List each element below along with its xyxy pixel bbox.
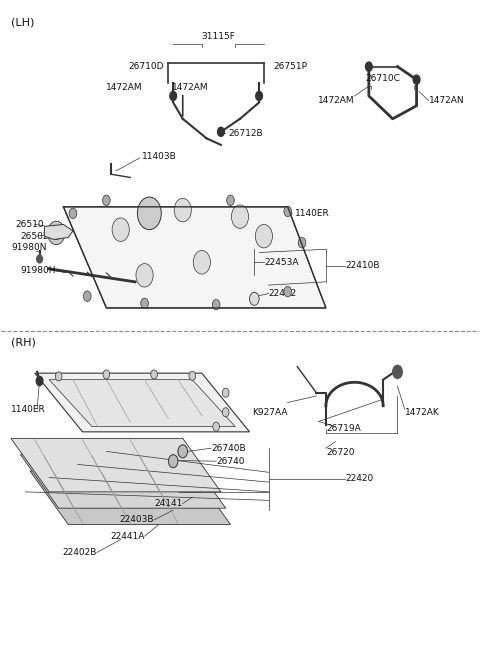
Circle shape <box>193 251 210 274</box>
Text: K927AA: K927AA <box>252 408 288 417</box>
Circle shape <box>284 286 291 297</box>
Text: 22441A: 22441A <box>110 532 144 541</box>
Circle shape <box>178 445 188 458</box>
Circle shape <box>112 218 129 242</box>
Text: 26720: 26720 <box>326 448 354 457</box>
Text: 26710D: 26710D <box>128 62 164 71</box>
Circle shape <box>217 127 224 136</box>
Circle shape <box>55 372 62 381</box>
Circle shape <box>84 291 91 301</box>
Text: 26719A: 26719A <box>326 424 360 433</box>
Polygon shape <box>30 471 230 525</box>
Polygon shape <box>44 225 73 240</box>
Text: 22410B: 22410B <box>345 261 380 270</box>
Circle shape <box>222 407 229 417</box>
Text: 26710C: 26710C <box>366 74 401 83</box>
Circle shape <box>151 370 157 379</box>
Text: 26510: 26510 <box>16 220 44 229</box>
Text: 22402: 22402 <box>269 289 297 298</box>
Text: 31115F: 31115F <box>202 31 236 41</box>
Polygon shape <box>63 207 326 308</box>
Text: 24141: 24141 <box>155 499 183 508</box>
Circle shape <box>174 198 192 222</box>
Polygon shape <box>21 455 226 508</box>
Circle shape <box>137 197 161 230</box>
Circle shape <box>213 422 219 431</box>
Circle shape <box>103 370 110 379</box>
Text: 1472AM: 1472AM <box>318 96 355 105</box>
Circle shape <box>255 225 273 248</box>
Circle shape <box>256 92 263 100</box>
Text: 26740: 26740 <box>216 457 245 466</box>
Text: 91980N: 91980N <box>11 244 47 252</box>
Circle shape <box>365 62 372 71</box>
Polygon shape <box>11 438 221 492</box>
Polygon shape <box>49 380 235 426</box>
Circle shape <box>284 206 291 217</box>
Text: 22453A: 22453A <box>264 258 299 267</box>
Text: 22403B: 22403B <box>120 515 154 525</box>
Text: 26712B: 26712B <box>228 128 263 138</box>
Circle shape <box>222 388 229 398</box>
Circle shape <box>141 298 148 309</box>
Text: 22402B: 22402B <box>62 548 97 557</box>
Circle shape <box>168 455 178 468</box>
Text: 1472AN: 1472AN <box>429 96 464 105</box>
Text: 22420: 22420 <box>345 474 373 483</box>
Circle shape <box>36 377 43 386</box>
Text: 1140ER: 1140ER <box>295 209 330 218</box>
Circle shape <box>413 75 420 84</box>
Text: 26751P: 26751P <box>274 62 307 71</box>
Circle shape <box>250 292 259 305</box>
Circle shape <box>231 205 249 229</box>
Text: (LH): (LH) <box>11 18 34 28</box>
Text: 1140ER: 1140ER <box>11 405 46 413</box>
Circle shape <box>298 238 306 248</box>
Text: 1472AM: 1472AM <box>172 83 209 92</box>
Circle shape <box>69 208 77 219</box>
Circle shape <box>189 371 196 381</box>
Circle shape <box>36 255 42 263</box>
Circle shape <box>170 92 177 100</box>
Circle shape <box>103 195 110 206</box>
Text: 1472AM: 1472AM <box>106 83 142 92</box>
Circle shape <box>393 365 402 379</box>
Polygon shape <box>35 373 250 432</box>
Text: 1472AK: 1472AK <box>405 408 439 417</box>
Circle shape <box>227 195 234 206</box>
Text: 26502: 26502 <box>21 232 49 240</box>
Text: 26740B: 26740B <box>211 443 246 453</box>
Circle shape <box>136 263 153 287</box>
Text: 11403B: 11403B <box>142 152 177 161</box>
Circle shape <box>212 299 220 310</box>
Text: (RH): (RH) <box>11 337 36 347</box>
Text: 91980H: 91980H <box>21 266 56 274</box>
